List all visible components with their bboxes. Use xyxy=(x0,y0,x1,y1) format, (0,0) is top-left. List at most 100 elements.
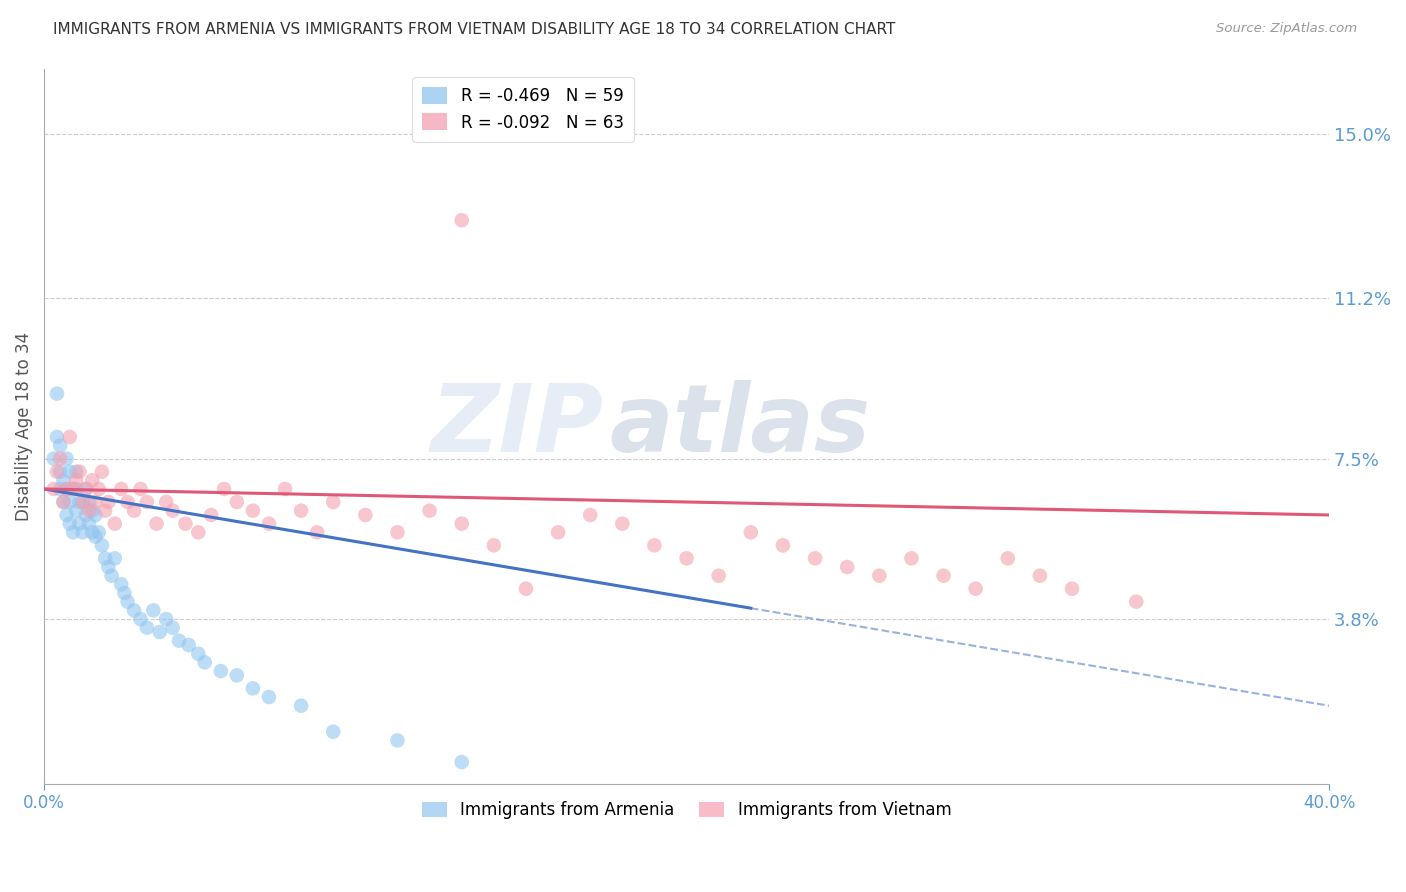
Point xyxy=(450,516,472,531)
Point xyxy=(290,698,312,713)
Point xyxy=(122,503,145,517)
Point xyxy=(740,525,762,540)
Point xyxy=(997,551,1019,566)
Point xyxy=(110,577,132,591)
Point xyxy=(122,603,145,617)
Point xyxy=(322,495,344,509)
Point xyxy=(69,495,91,509)
Point xyxy=(187,525,209,540)
Point xyxy=(49,482,72,496)
Point xyxy=(225,495,247,509)
Point xyxy=(112,586,135,600)
Point xyxy=(55,482,77,496)
Point xyxy=(194,656,217,670)
Text: ZIP: ZIP xyxy=(430,380,603,472)
Point xyxy=(290,503,312,517)
Point xyxy=(49,465,72,479)
Point xyxy=(52,473,75,487)
Point xyxy=(579,508,602,522)
Point xyxy=(322,724,344,739)
Text: Source: ZipAtlas.com: Source: ZipAtlas.com xyxy=(1216,22,1357,36)
Point xyxy=(46,386,69,401)
Point xyxy=(1060,582,1083,596)
Text: atlas: atlas xyxy=(609,380,870,472)
Point xyxy=(46,465,69,479)
Point xyxy=(104,551,127,566)
Point xyxy=(932,568,955,582)
Point xyxy=(837,560,859,574)
Point xyxy=(155,495,177,509)
Point xyxy=(900,551,922,566)
Point xyxy=(100,568,122,582)
Y-axis label: Disability Age 18 to 34: Disability Age 18 to 34 xyxy=(15,332,32,521)
Point xyxy=(117,595,139,609)
Point xyxy=(69,516,91,531)
Point xyxy=(177,638,200,652)
Point xyxy=(675,551,697,566)
Point xyxy=(94,551,117,566)
Point xyxy=(97,495,120,509)
Point xyxy=(59,495,82,509)
Point xyxy=(804,551,827,566)
Point xyxy=(84,495,107,509)
Point xyxy=(46,430,69,444)
Point xyxy=(135,495,157,509)
Point xyxy=(87,525,110,540)
Point xyxy=(62,482,84,496)
Point xyxy=(155,612,177,626)
Point xyxy=(75,482,97,496)
Point xyxy=(772,538,794,552)
Point xyxy=(65,465,87,479)
Point xyxy=(307,525,329,540)
Point xyxy=(75,482,97,496)
Point xyxy=(52,495,75,509)
Point xyxy=(162,621,184,635)
Point xyxy=(1029,568,1052,582)
Point xyxy=(547,525,569,540)
Point xyxy=(145,516,167,531)
Point xyxy=(612,516,634,531)
Point xyxy=(72,495,94,509)
Point xyxy=(59,430,82,444)
Point xyxy=(104,516,127,531)
Point xyxy=(77,503,100,517)
Point xyxy=(242,681,264,696)
Point xyxy=(117,495,139,509)
Point xyxy=(84,530,107,544)
Point xyxy=(419,503,441,517)
Point xyxy=(242,503,264,517)
Point xyxy=(77,516,100,531)
Point xyxy=(82,503,104,517)
Point xyxy=(82,473,104,487)
Point xyxy=(42,482,65,496)
Point xyxy=(84,508,107,522)
Point xyxy=(65,482,87,496)
Point xyxy=(450,755,472,769)
Point xyxy=(62,482,84,496)
Point xyxy=(450,213,472,227)
Point xyxy=(59,465,82,479)
Point xyxy=(87,482,110,496)
Point xyxy=(55,482,77,496)
Point xyxy=(387,525,409,540)
Point xyxy=(187,647,209,661)
Point xyxy=(77,495,100,509)
Point xyxy=(97,560,120,574)
Point xyxy=(387,733,409,747)
Point xyxy=(149,625,172,640)
Point xyxy=(142,603,165,617)
Point xyxy=(52,495,75,509)
Text: IMMIGRANTS FROM ARMENIA VS IMMIGRANTS FROM VIETNAM DISABILITY AGE 18 TO 34 CORRE: IMMIGRANTS FROM ARMENIA VS IMMIGRANTS FR… xyxy=(53,22,896,37)
Point xyxy=(257,516,280,531)
Point xyxy=(49,439,72,453)
Point xyxy=(868,568,890,582)
Point xyxy=(72,525,94,540)
Point xyxy=(69,465,91,479)
Point xyxy=(90,465,112,479)
Point xyxy=(59,516,82,531)
Point xyxy=(174,516,197,531)
Point xyxy=(65,473,87,487)
Point xyxy=(62,525,84,540)
Point xyxy=(167,633,190,648)
Point xyxy=(354,508,377,522)
